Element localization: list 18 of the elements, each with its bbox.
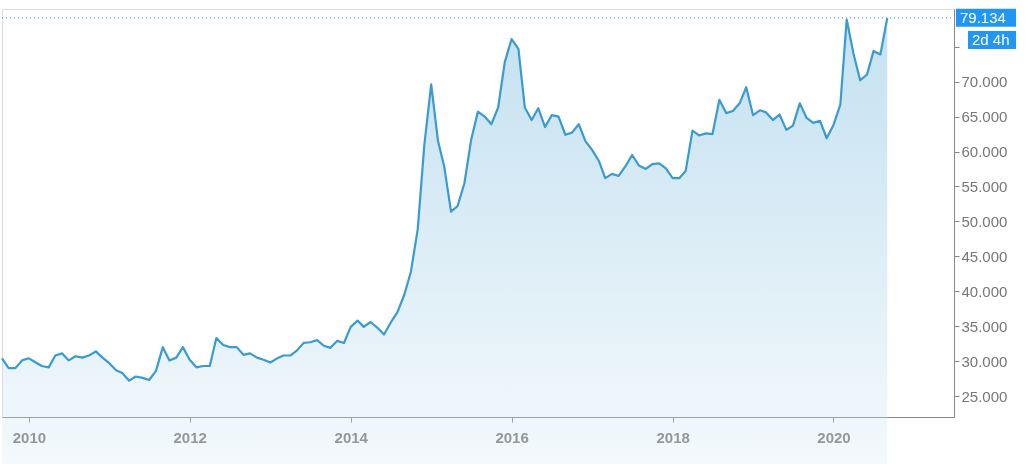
- ref-line-label: 79.134: [960, 8, 1006, 26]
- y-tick-label: 40.000: [961, 282, 1008, 300]
- x-tick-label: 2018: [656, 428, 690, 446]
- y-tick-label: 55.000: [961, 177, 1008, 195]
- y-tick-label: 45.000: [961, 247, 1008, 265]
- x-tick-label: 2020: [817, 428, 851, 446]
- y-tick-label: 50.000: [961, 212, 1008, 230]
- x-tick-label: 2016: [495, 428, 529, 446]
- x-tick-label: 2010: [12, 428, 47, 446]
- y-tick-label: 30.000: [961, 352, 1008, 370]
- y-tick-label: 65.000: [961, 108, 1008, 126]
- y-tick-label: 70.000: [961, 73, 1008, 91]
- text: 2d 4h: [972, 31, 1010, 48]
- x-tick-label: 2012: [173, 428, 207, 446]
- y-tick-label: 35.000: [961, 317, 1008, 335]
- x-tick-label: 2014: [334, 428, 369, 446]
- y-tick-label: 25.000: [961, 387, 1008, 405]
- y-tick-label: 60.000: [961, 143, 1008, 161]
